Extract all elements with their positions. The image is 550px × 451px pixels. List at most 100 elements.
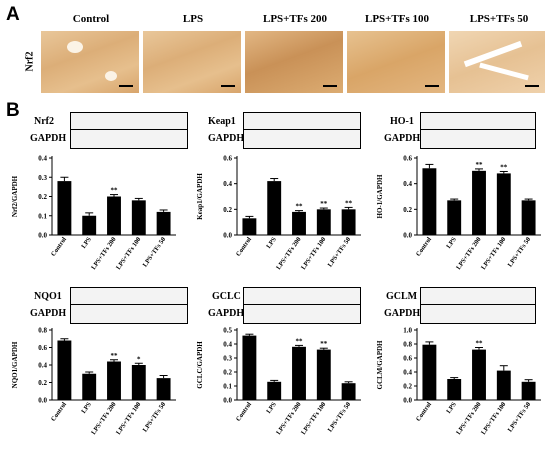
x-tick-label: Control	[50, 236, 68, 258]
y-tick-label: 0.2	[38, 193, 47, 201]
blot-band-gapdh	[243, 129, 361, 149]
y-tick-label: 0.0	[223, 232, 232, 240]
blot-target-label: GCLC	[212, 291, 241, 302]
x-tick-label: LPS	[445, 401, 458, 415]
scale-bar	[221, 85, 235, 87]
significance-label: **	[296, 337, 304, 345]
scale-bar	[525, 85, 539, 87]
significance-label: **	[476, 161, 484, 169]
bar	[131, 200, 146, 235]
x-tick-label: LPS+TFs 200	[90, 236, 117, 271]
x-tick-label: LPS+TFs 100	[115, 401, 142, 436]
blot-target-label: HO-1	[390, 116, 414, 127]
blot-loading-label: GAPDH	[208, 133, 245, 144]
significance-label: ##	[451, 381, 459, 389]
x-tick-label: LPS	[445, 236, 458, 250]
bar	[242, 218, 257, 235]
x-tick-label: Control	[235, 236, 253, 258]
blot-loading-label: GAPDH	[384, 133, 421, 144]
y-tick-label: 0.1	[223, 383, 232, 391]
bar	[292, 211, 306, 235]
blot-target-label: NQO1	[34, 291, 62, 302]
panel-a-letter: A	[6, 4, 20, 25]
y-tick-label: 0.3	[223, 355, 232, 363]
y-tick-label: 0.5	[223, 327, 232, 335]
significance-label: ##	[271, 183, 279, 191]
blot-loading-label: GAPDH	[30, 133, 67, 144]
scale-bar	[425, 85, 439, 87]
y-axis-label: Nrf2/GAPDH	[11, 175, 19, 217]
blot-band-gapdh	[420, 129, 536, 149]
x-tick-label: LPS	[80, 236, 93, 250]
blot-loading-label: GAPDH	[208, 308, 245, 319]
bar	[107, 361, 121, 400]
significance-label: **	[111, 187, 119, 195]
bar	[156, 211, 171, 235]
blot-target-label: GCLM	[386, 291, 418, 302]
x-tick-label: Control	[415, 236, 433, 258]
bar	[57, 181, 72, 235]
blot-target-label: Keap1	[208, 116, 236, 127]
bar	[496, 173, 511, 235]
y-tick-label: 0.2	[403, 206, 412, 214]
micrograph-vessel	[105, 71, 117, 81]
y-tick-label: 0.4	[223, 180, 232, 188]
x-tick-label: LPS	[265, 236, 278, 250]
micrograph-control	[41, 31, 139, 93]
x-tick-label: LPS+TFs 100	[115, 236, 142, 271]
scale-bar	[119, 85, 133, 87]
bar	[57, 340, 72, 400]
bar	[496, 370, 511, 400]
blot-band-gapdh	[70, 304, 188, 324]
y-tick-label: 0.6	[403, 155, 412, 163]
bar	[341, 209, 356, 235]
significance-label: ##	[451, 202, 459, 210]
significance-label: **	[320, 340, 328, 348]
y-tick-label: 0.2	[223, 369, 232, 377]
col-header-tfs200: LPS+TFs 200	[262, 13, 328, 25]
y-tick-label: 0.4	[223, 341, 232, 349]
bar	[316, 349, 331, 400]
bar	[422, 344, 437, 400]
y-tick-label: 0.4	[403, 180, 412, 188]
significance-label: *	[137, 355, 141, 363]
blot-target-label: Nrf2	[34, 116, 54, 127]
blot-loading-label: GAPDH	[384, 308, 421, 319]
micrograph-sinusoid	[463, 40, 523, 68]
bar	[316, 209, 331, 235]
bar	[521, 381, 536, 400]
x-tick-label: Control	[235, 401, 253, 423]
bar	[82, 373, 97, 400]
blot-band-gapdh	[420, 304, 536, 324]
bar	[422, 168, 437, 235]
x-tick-label: LPS+TFs 200	[275, 401, 302, 436]
x-tick-label: LPS+TFs 50	[142, 236, 168, 268]
col-header-control: Control	[72, 13, 110, 25]
col-header-tfs100: LPS+TFs 100	[364, 13, 430, 25]
bar	[242, 335, 257, 400]
bar-chart-ho1: HO-1/GAPDH 0.0 0.2 0.4 0.6 Control ## LPS ** LPS+…	[376, 155, 541, 271]
x-tick-label: LPS+TFs 200	[455, 236, 482, 271]
significance-label: **	[296, 203, 304, 211]
x-tick-label: LPS+TFs 50	[507, 236, 533, 268]
micrograph-tfs100	[347, 31, 445, 93]
x-tick-label: LPS+TFs 50	[327, 401, 353, 433]
micrograph-tfs200	[245, 31, 343, 93]
x-tick-label: LPS+TFs 100	[300, 236, 327, 271]
x-tick-label: Control	[415, 401, 433, 423]
y-tick-label: 0.1	[38, 212, 47, 220]
panel-a-row-label: Nrf2	[24, 51, 36, 72]
significance-label: ##	[271, 384, 279, 392]
bar	[82, 215, 97, 235]
micrograph-sinusoid	[479, 62, 529, 81]
y-tick-label: 0.0	[223, 397, 232, 405]
y-axis-label: Keap1/GAPDH	[196, 173, 204, 220]
panel-b-letter: B	[6, 100, 20, 121]
x-tick-label: LPS+TFs 200	[90, 401, 117, 436]
bar-chart-keap1: Keap1/GAPDH 0.0 0.2 0.4 0.6 Control ## LPS ** LPS…	[196, 155, 361, 271]
significance-label: ##	[86, 376, 94, 384]
y-tick-label: 0.0	[403, 397, 412, 405]
significance-label: **	[345, 199, 353, 207]
y-tick-label: 0.0	[38, 232, 47, 240]
y-tick-label: 0.3	[38, 174, 47, 182]
